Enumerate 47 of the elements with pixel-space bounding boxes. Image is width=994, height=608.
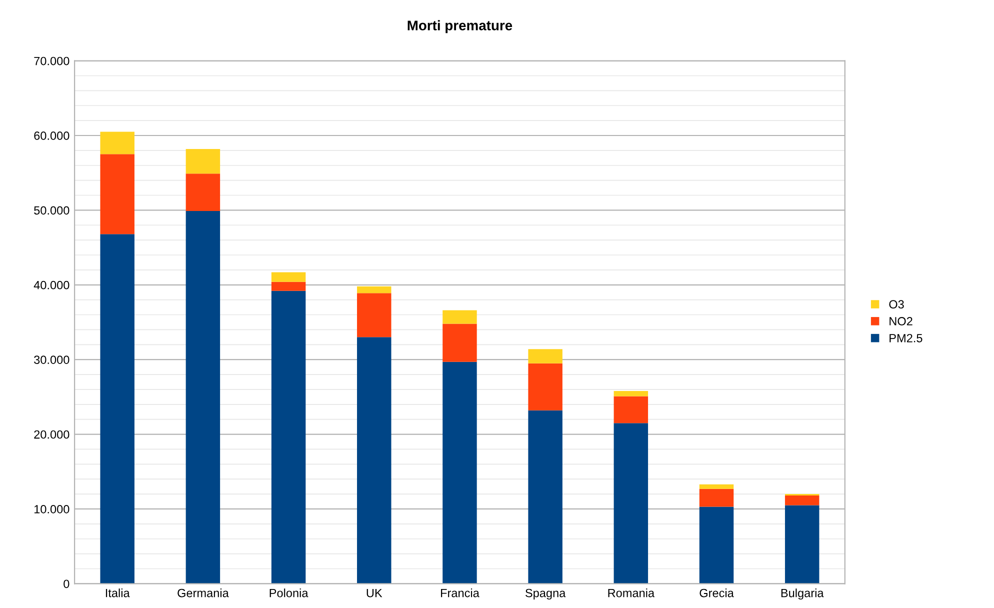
x-tick-label: UK xyxy=(366,588,382,598)
chart-title: Morti premature xyxy=(408,20,512,34)
x-tick-label: Germania xyxy=(178,588,229,598)
bar xyxy=(186,174,220,211)
bar xyxy=(357,293,392,338)
y-tick-label: 70.000 xyxy=(34,56,70,66)
y-tick-label: 40.000 xyxy=(34,280,70,290)
y-tick-label: 50.000 xyxy=(34,206,70,215)
bar xyxy=(442,310,477,324)
bar xyxy=(528,349,562,364)
bar xyxy=(699,506,734,584)
bar xyxy=(271,282,306,291)
bar xyxy=(271,290,306,584)
bar xyxy=(784,496,820,506)
bar xyxy=(100,132,134,154)
bar xyxy=(614,396,648,424)
y-tick-label: 10.000 xyxy=(34,505,70,514)
bar xyxy=(100,234,134,584)
bar xyxy=(186,148,220,174)
x-tick-label: Grecia xyxy=(700,588,734,598)
legend-label: O3 xyxy=(889,300,904,308)
legend-label: NO2 xyxy=(890,317,912,326)
bar xyxy=(442,362,477,584)
bar xyxy=(100,154,134,234)
y-tick-label: 60.000 xyxy=(34,132,70,140)
bar xyxy=(528,410,562,584)
y-tick-label: 30.000 xyxy=(34,356,70,364)
bar xyxy=(614,390,648,396)
x-tick-label: Francia xyxy=(441,588,480,598)
x-tick-label: Bulgaria xyxy=(781,588,824,600)
x-tick-label: Italia xyxy=(106,588,130,598)
y-tick-label: 0 xyxy=(64,580,70,588)
x-tick-label: Romania xyxy=(608,588,655,598)
bar xyxy=(699,484,734,489)
bar xyxy=(186,210,220,584)
legend-label: PM2.5 xyxy=(890,334,922,342)
y-tick-label: 20.000 xyxy=(34,430,70,439)
bar xyxy=(357,337,392,584)
x-tick-label: Polonia xyxy=(270,588,308,598)
bar xyxy=(614,423,648,584)
bar xyxy=(271,272,306,282)
bar xyxy=(784,505,820,584)
bar xyxy=(528,363,562,410)
bar xyxy=(357,286,392,294)
bar xyxy=(442,324,477,362)
bar xyxy=(699,488,734,507)
x-tick-label: Spagna xyxy=(526,588,566,600)
